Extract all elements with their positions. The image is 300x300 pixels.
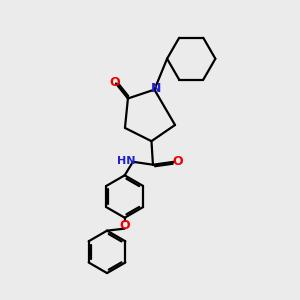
Text: N: N [151, 82, 161, 95]
Text: O: O [110, 76, 120, 88]
Text: O: O [119, 219, 130, 232]
Text: O: O [173, 155, 183, 168]
Text: HN: HN [117, 156, 136, 166]
